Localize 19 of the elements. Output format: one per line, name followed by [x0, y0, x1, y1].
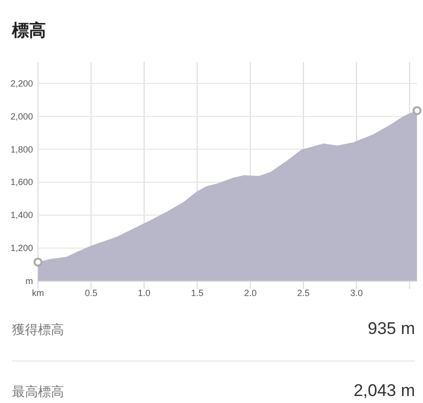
- text: 最高標高: [12, 384, 64, 399]
- x-tick-label: 3.0: [350, 288, 363, 298]
- y-tick-label: m: [26, 276, 33, 286]
- x-tick-label: 1.5: [190, 288, 204, 298]
- x-tick-label: 2.0: [244, 288, 257, 298]
- y-tick-label: 2,000: [10, 111, 33, 122]
- x-tick-label: km: [32, 288, 44, 298]
- y-tick-label: 2,200: [10, 78, 33, 88]
- x-tick-label: 0.5: [84, 288, 98, 298]
- text: 935 m: [368, 319, 415, 338]
- text: 2,043 m: [354, 381, 415, 400]
- y-tick-label: 1,200: [10, 243, 33, 254]
- y-tick-label: 1,600: [10, 177, 33, 188]
- x-tick-label: 1.0: [138, 288, 150, 298]
- x-tick-label: 2.5: [297, 288, 310, 298]
- text: 獲得標高: [12, 322, 64, 337]
- y-tick-label: 1,400: [10, 210, 33, 220]
- chart-title: 標高: [11, 21, 46, 40]
- y-tick-label: 1,800: [10, 144, 33, 154]
